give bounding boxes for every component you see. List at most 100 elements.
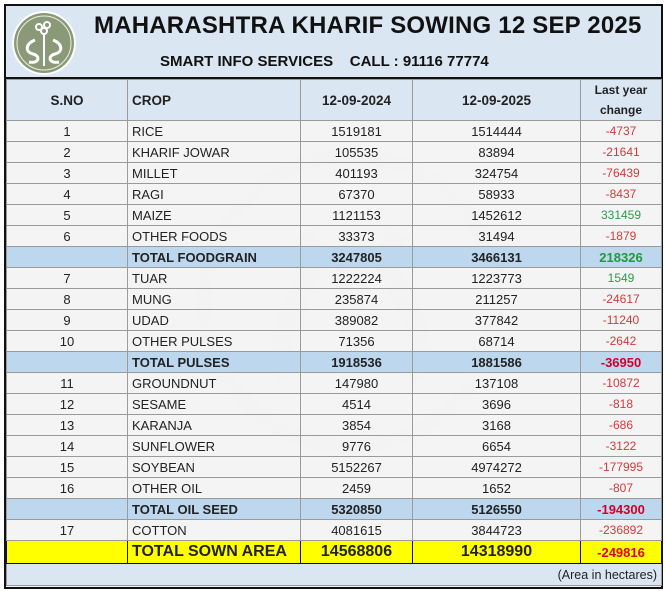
value-2024-cell: 5152267 [300,456,413,478]
change-cell: -807 [580,477,662,499]
change-cell: -194300 [580,498,662,520]
value-2025-cell: 6654 [412,435,581,457]
sno-cell: 7 [6,267,128,289]
value-2025-cell: 83894 [412,141,581,163]
col-header-crop: CROP [127,79,301,121]
value-2025-cell: 3696 [412,393,581,415]
value-2025-cell: 137108 [412,372,581,394]
crop-cell: SUNFLOWER [127,435,301,457]
change-cell: -686 [580,414,662,436]
col-header-2024: 12-09-2024 [300,79,413,121]
sno-cell [6,351,128,373]
change-cell: 1549 [580,267,662,289]
sno-cell: 3 [6,162,128,184]
sno-cell: 6 [6,225,128,247]
table-row: 10 OTHER PULSES 71356 68714 -2642 [6,330,662,352]
change-cell: -236892 [580,519,662,541]
change-cell: -2642 [580,330,662,352]
value-2024-cell: 3247805 [300,246,413,268]
change-cell: -4737 [580,120,662,142]
report-header: MAHARASHTRA KHARIF SOWING 12 SEP 2025 SM… [6,6,661,79]
table-row: 12 SESAME 4514 3696 -818 [6,393,662,415]
crop-cell: MUNG [127,288,301,310]
value-2024-cell: 389082 [300,309,413,331]
value-2025-cell: 58933 [412,183,581,205]
change-cell: -3122 [580,435,662,457]
company-name: SMART INFO SERVICES [160,53,334,70]
crop-cell: MAIZE [127,204,301,226]
value-2024-cell: 14568806 [300,540,413,564]
col-header-sno: S.NO [6,79,128,121]
subtotal-row: TOTAL OIL SEED 5320850 5126550 -194300 [6,498,662,520]
sno-cell: 4 [6,183,128,205]
table-row: 16 OTHER OIL 2459 1652 -807 [6,477,662,499]
value-2024-cell: 2459 [300,477,413,499]
sno-cell: 12 [6,393,128,415]
value-2025-cell: 5126550 [412,498,581,520]
table-row: 4 RAGI 67370 58933 -8437 [6,183,662,205]
crop-cell: TOTAL PULSES [127,351,301,373]
crop-cell: OTHER FOODS [127,225,301,247]
value-2025-cell: 3168 [412,414,581,436]
value-2024-cell: 147980 [300,372,413,394]
report-title: MAHARASHTRA KHARIF SOWING 12 SEP 2025 [94,12,642,39]
sno-cell: 14 [6,435,128,457]
change-cell: 218326 [580,246,662,268]
value-2025-cell: 3844723 [412,519,581,541]
value-2025-cell: 1452612 [412,204,581,226]
crop-cell: SESAME [127,393,301,415]
crop-cell: KARANJA [127,414,301,436]
change-cell: -10872 [580,372,662,394]
value-2024-cell: 71356 [300,330,413,352]
value-2024-cell: 1519181 [300,120,413,142]
table-row: 5 MAIZE 1121153 1452612 331459 [6,204,662,226]
crop-cell: TOTAL SOWN AREA [127,540,301,564]
change-cell: -11240 [580,309,662,331]
col-header-change: Last year change [580,79,662,121]
value-2025-cell: 1652 [412,477,581,499]
value-2024-cell: 4081615 [300,519,413,541]
crop-cell: UDAD [127,309,301,331]
crop-cell: RAGI [127,183,301,205]
change-cell: -249816 [580,540,662,564]
value-2024-cell: 3854 [300,414,413,436]
change-cell: 331459 [580,204,662,226]
change-cell: -36950 [580,351,662,373]
value-2024-cell: 4514 [300,393,413,415]
sowing-table: S.NO CROP 12-09-2024 12-09-2025 Last yea… [6,79,662,586]
value-2024-cell: 33373 [300,225,413,247]
table-row: 3 MILLET 401193 324754 -76439 [6,162,662,184]
table-row: 11 GROUNDNUT 147980 137108 -10872 [6,372,662,394]
table-row: 17 COTTON 4081615 3844723 -236892 [6,519,662,541]
change-cell: -1879 [580,225,662,247]
value-2024-cell: 1222224 [300,267,413,289]
value-2025-cell: 211257 [412,288,581,310]
value-2024-cell: 235874 [300,288,413,310]
table-row: 9 UDAD 389082 377842 -11240 [6,309,662,331]
sno-cell: 5 [6,204,128,226]
crop-cell: RICE [127,120,301,142]
value-2025-cell: 324754 [412,162,581,184]
unit-note: (Area in hectares) [6,563,662,586]
sno-cell: 11 [6,372,128,394]
change-cell: -177995 [580,456,662,478]
value-2025-cell: 1223773 [412,267,581,289]
sno-cell [6,498,128,520]
value-2025-cell: 3466131 [412,246,581,268]
table-row: 6 OTHER FOODS 33373 31494 -1879 [6,225,662,247]
sno-cell: 17 [6,519,128,541]
crop-cell: COTTON [127,519,301,541]
sno-cell: 13 [6,414,128,436]
table-row: 14 SUNFLOWER 9776 6654 -3122 [6,435,662,457]
table-row: 1 RICE 1519181 1514444 -4737 [6,120,662,142]
value-2024-cell: 67370 [300,183,413,205]
sno-cell: 1 [6,120,128,142]
crop-cell: OTHER OIL [127,477,301,499]
grand-total-row: TOTAL SOWN AREA 14568806 14318990 -249816 [6,540,662,564]
table-row: 15 SOYBEAN 5152267 4974272 -177995 [6,456,662,478]
crop-cell: TUAR [127,267,301,289]
table-row: 13 KARANJA 3854 3168 -686 [6,414,662,436]
change-cell: -818 [580,393,662,415]
change-cell: -21641 [580,141,662,163]
sno-cell: 9 [6,309,128,331]
